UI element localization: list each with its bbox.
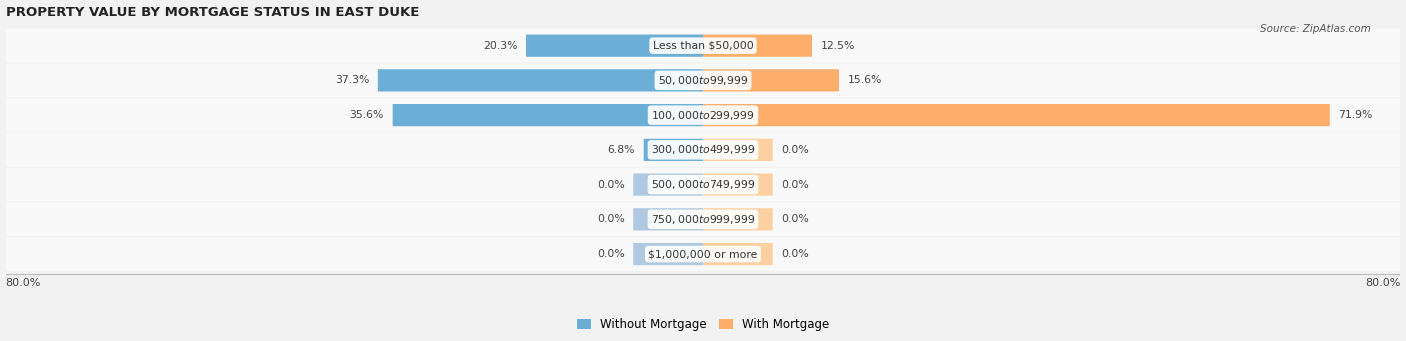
FancyBboxPatch shape [392, 104, 703, 126]
Text: $500,000 to $749,999: $500,000 to $749,999 [651, 178, 755, 191]
FancyBboxPatch shape [6, 29, 1400, 62]
FancyBboxPatch shape [378, 69, 703, 91]
FancyBboxPatch shape [703, 34, 813, 57]
Text: 71.9%: 71.9% [1339, 110, 1372, 120]
Text: 0.0%: 0.0% [782, 180, 810, 190]
FancyBboxPatch shape [633, 208, 703, 231]
Text: 0.0%: 0.0% [782, 214, 810, 224]
Legend: Without Mortgage, With Mortgage: Without Mortgage, With Mortgage [572, 313, 834, 336]
Text: 6.8%: 6.8% [607, 145, 636, 155]
Text: $100,000 to $299,999: $100,000 to $299,999 [651, 109, 755, 122]
FancyBboxPatch shape [6, 237, 1400, 271]
FancyBboxPatch shape [644, 139, 703, 161]
Text: 35.6%: 35.6% [350, 110, 384, 120]
FancyBboxPatch shape [703, 174, 773, 196]
Text: 15.6%: 15.6% [848, 75, 882, 85]
Text: $1,000,000 or more: $1,000,000 or more [648, 249, 758, 259]
FancyBboxPatch shape [6, 168, 1400, 201]
Text: 0.0%: 0.0% [596, 180, 624, 190]
FancyBboxPatch shape [6, 99, 1400, 132]
Text: 0.0%: 0.0% [782, 145, 810, 155]
Text: 80.0%: 80.0% [1365, 278, 1400, 288]
Text: 37.3%: 37.3% [335, 75, 370, 85]
FancyBboxPatch shape [633, 243, 703, 265]
FancyBboxPatch shape [526, 34, 703, 57]
Text: $50,000 to $99,999: $50,000 to $99,999 [658, 74, 748, 87]
Text: 12.5%: 12.5% [821, 41, 855, 51]
Text: Less than $50,000: Less than $50,000 [652, 41, 754, 51]
FancyBboxPatch shape [633, 174, 703, 196]
Text: 0.0%: 0.0% [596, 214, 624, 224]
FancyBboxPatch shape [6, 64, 1400, 97]
FancyBboxPatch shape [703, 69, 839, 91]
Text: 0.0%: 0.0% [596, 249, 624, 259]
FancyBboxPatch shape [703, 243, 773, 265]
Text: $750,000 to $999,999: $750,000 to $999,999 [651, 213, 755, 226]
Text: 20.3%: 20.3% [482, 41, 517, 51]
Text: PROPERTY VALUE BY MORTGAGE STATUS IN EAST DUKE: PROPERTY VALUE BY MORTGAGE STATUS IN EAS… [6, 5, 419, 18]
FancyBboxPatch shape [6, 133, 1400, 166]
Text: Source: ZipAtlas.com: Source: ZipAtlas.com [1260, 24, 1371, 34]
Text: 0.0%: 0.0% [782, 249, 810, 259]
FancyBboxPatch shape [703, 139, 773, 161]
Text: 80.0%: 80.0% [6, 278, 41, 288]
FancyBboxPatch shape [6, 203, 1400, 236]
Text: $300,000 to $499,999: $300,000 to $499,999 [651, 143, 755, 157]
FancyBboxPatch shape [703, 208, 773, 231]
FancyBboxPatch shape [703, 104, 1330, 126]
